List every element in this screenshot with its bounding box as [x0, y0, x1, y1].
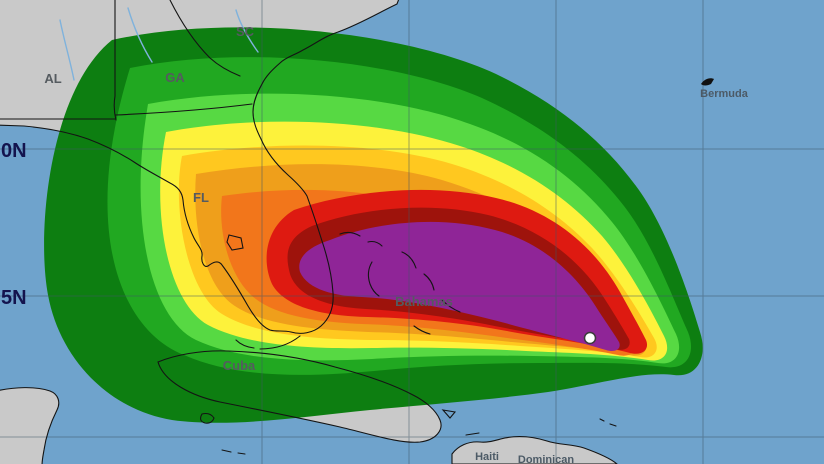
lake-okeechobee-outline [226, 234, 244, 251]
bermuda-islet [701, 78, 714, 86]
state-border-ga-sc [169, 0, 241, 77]
label-south-carolina: SC [236, 24, 255, 39]
map-linework [0, 0, 617, 455]
label-florida: FL [193, 190, 209, 205]
bahamas-ragged-islands [413, 325, 431, 335]
coastline-outlines [0, 0, 618, 464]
label-haiti: Haiti [475, 451, 499, 463]
land-cuba-outline [157, 350, 442, 443]
land-hispaniola-outline [451, 436, 618, 464]
bahamas-long-island [441, 299, 461, 313]
isle-of-youth [199, 412, 215, 424]
place-labels: AL GA SC FL Cuba Bahamas Bermuda Haiti D… [44, 24, 748, 464]
river-1 [127, 7, 153, 63]
label-bermuda: Bermuda [700, 88, 749, 100]
label-alabama: AL [44, 71, 61, 86]
label-dominican: Dominican [518, 454, 575, 464]
latitude-label-25n: 5N [1, 287, 27, 309]
river-2 [235, 9, 259, 53]
florida-keys [235, 335, 301, 350]
rivers [59, 7, 259, 81]
tortuga-island [465, 432, 480, 436]
latitude-label-30n: 0N [1, 140, 27, 162]
prob-band-10-core [299, 221, 620, 352]
land-us-southeast-outline [0, 0, 400, 334]
land-yucatan-outline [0, 387, 60, 464]
label-bahamas: Bahamas [395, 294, 453, 309]
bahamas-eleuthera [401, 251, 417, 269]
river-3 [59, 19, 75, 81]
state-border-ga-fl [114, 103, 253, 116]
storm-center-marker [583, 331, 597, 345]
bahamas-grand-bahama [339, 231, 383, 247]
state-border-al-ga [113, 0, 117, 121]
bahamas-andros [367, 261, 380, 297]
great-inagua-island [441, 409, 457, 419]
turks-caicos-specks [599, 418, 617, 427]
latitude-labels: 0N 5N [1, 140, 27, 309]
bahamas-cat-island [423, 273, 435, 291]
cayman-islands [221, 449, 246, 455]
land-yucatan [0, 387, 59, 464]
label-georgia: GA [165, 70, 185, 85]
label-cuba: Cuba [223, 358, 256, 373]
land-hispaniola [452, 436, 617, 464]
